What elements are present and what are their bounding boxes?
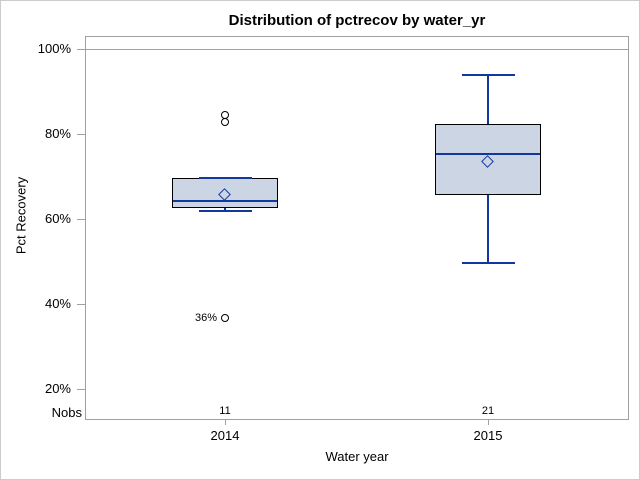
nobs-row-label: Nobs — [51, 405, 82, 420]
outlier-point — [221, 118, 229, 127]
y-tick-label: 60% — [44, 211, 71, 226]
nobs-value: 21 — [481, 405, 495, 417]
whisker-line-lower — [487, 195, 489, 264]
outlier-point — [221, 314, 229, 323]
y-tick-mark — [77, 134, 85, 135]
whisker-cap-upper — [461, 74, 515, 77]
y-tick-label: 20% — [44, 381, 71, 396]
nobs-value: 11 — [219, 405, 231, 417]
outlier-label: 36% — [194, 312, 217, 325]
x-tick-mark — [488, 420, 489, 425]
whisker-cap-lower — [461, 262, 515, 265]
whisker-line-upper — [487, 75, 489, 124]
y-tick-label: 80% — [44, 126, 71, 141]
box-2015 — [435, 123, 541, 196]
x-tick-mark — [225, 420, 226, 425]
x-tick-label: 2014 — [210, 428, 240, 443]
y-tick-mark — [77, 389, 85, 390]
median-line — [173, 200, 277, 203]
whisker-cap-lower — [198, 210, 252, 213]
whisker-line-lower — [224, 207, 226, 212]
x-tick-label: 2015 — [473, 428, 503, 443]
y-tick-mark — [77, 49, 85, 50]
box-2014 — [172, 178, 278, 208]
x-axis-label: Water year — [325, 449, 389, 464]
y-tick-mark — [77, 219, 85, 220]
median-line — [436, 153, 540, 156]
plot-frame — [85, 36, 629, 420]
chart-title: Distribution of pctrecov by water_yr — [228, 12, 486, 29]
axis-top-reference-line — [86, 49, 629, 50]
whisker-cap-upper — [198, 177, 252, 180]
y-tick-label: 40% — [44, 296, 71, 311]
y-tick-mark — [77, 304, 85, 305]
y-tick-label: 100% — [37, 41, 71, 56]
